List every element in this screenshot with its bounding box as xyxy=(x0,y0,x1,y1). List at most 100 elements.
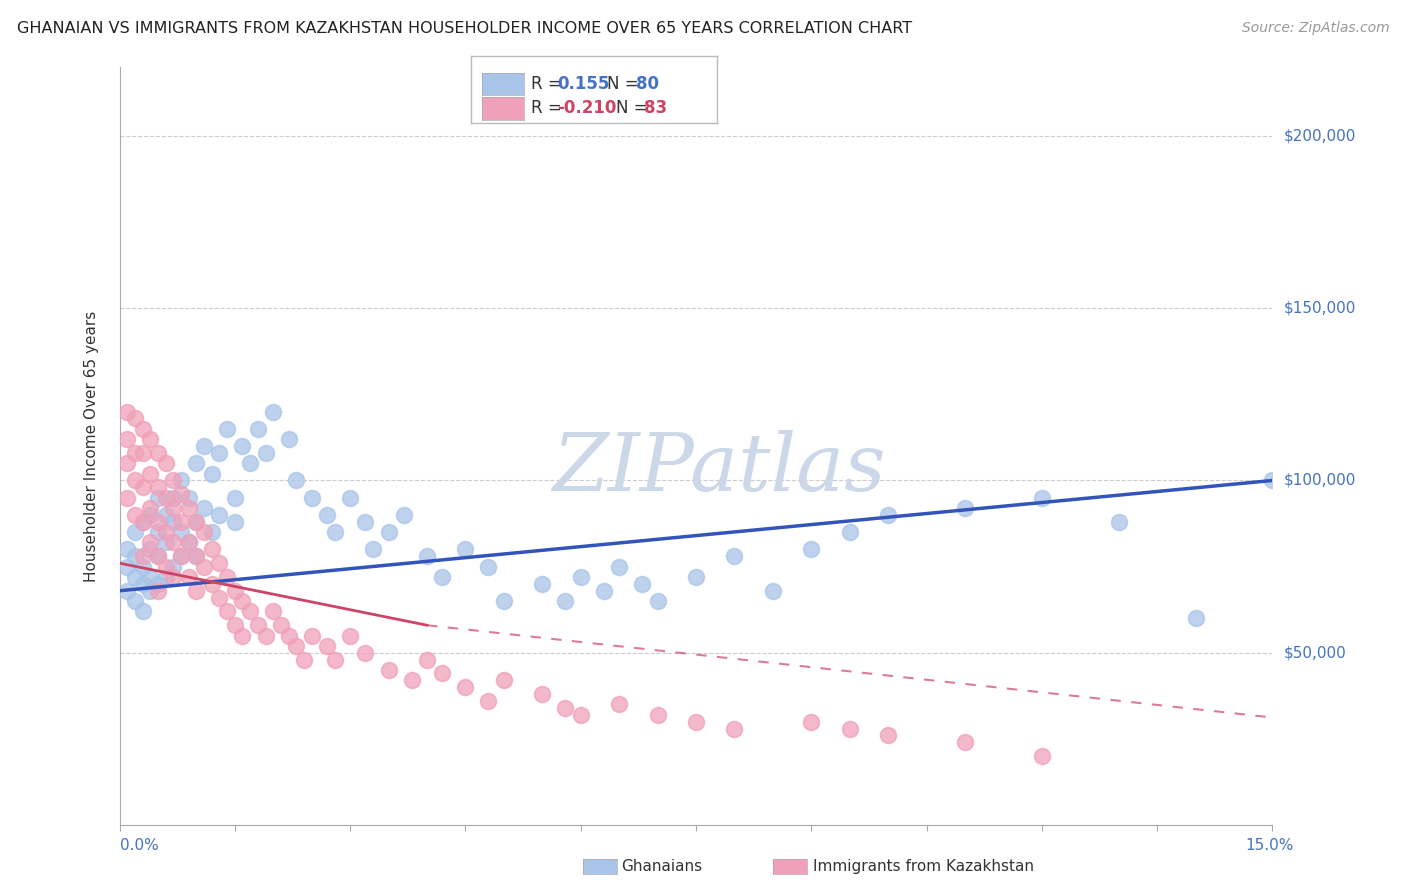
Point xyxy=(492,594,515,608)
Point xyxy=(124,525,146,540)
Point xyxy=(270,618,292,632)
Point xyxy=(193,439,215,453)
Point xyxy=(224,583,246,598)
Point xyxy=(186,515,208,529)
Point xyxy=(224,618,246,632)
Point xyxy=(323,653,346,667)
Point xyxy=(231,439,253,453)
Point xyxy=(131,515,153,529)
Point xyxy=(139,583,162,598)
Point xyxy=(170,549,193,564)
Point xyxy=(531,687,554,701)
Point xyxy=(454,680,477,694)
Point xyxy=(139,432,162,446)
Point xyxy=(146,577,169,591)
Point xyxy=(416,653,439,667)
Point xyxy=(262,604,284,618)
Point xyxy=(224,491,246,505)
Point xyxy=(177,501,200,516)
Point xyxy=(377,663,399,677)
Text: 80: 80 xyxy=(636,75,658,93)
Point xyxy=(131,549,153,564)
Point xyxy=(186,515,208,529)
Point xyxy=(124,474,146,488)
Point xyxy=(139,508,162,522)
Point xyxy=(155,456,177,470)
Text: ZIPatlas: ZIPatlas xyxy=(553,430,886,508)
Point xyxy=(186,456,208,470)
Point xyxy=(162,501,184,516)
Point xyxy=(155,535,177,549)
Point xyxy=(155,525,177,540)
Point xyxy=(224,515,246,529)
Point xyxy=(208,508,231,522)
Text: $200,000: $200,000 xyxy=(1284,128,1355,144)
Point xyxy=(146,549,169,564)
Text: Immigrants from Kazakhstan: Immigrants from Kazakhstan xyxy=(813,859,1033,873)
Point xyxy=(146,480,169,494)
Text: R =: R = xyxy=(531,99,568,117)
Text: $50,000: $50,000 xyxy=(1284,645,1347,660)
Point xyxy=(685,570,707,584)
Point xyxy=(685,714,707,729)
Point xyxy=(146,549,169,564)
Text: -0.210: -0.210 xyxy=(557,99,616,117)
Point xyxy=(607,698,630,712)
Point xyxy=(392,508,415,522)
Point xyxy=(155,508,177,522)
Point xyxy=(170,474,193,488)
Point xyxy=(262,404,284,418)
Point xyxy=(316,639,339,653)
Text: N =: N = xyxy=(607,75,644,93)
Point xyxy=(477,694,499,708)
Point xyxy=(115,456,138,470)
Point xyxy=(231,628,253,642)
Point xyxy=(432,570,454,584)
Point xyxy=(1261,474,1284,488)
Point xyxy=(170,549,193,564)
Point xyxy=(569,570,592,584)
Point xyxy=(323,525,346,540)
Point xyxy=(155,559,177,574)
Text: 15.0%: 15.0% xyxy=(1246,838,1294,853)
Point xyxy=(131,604,153,618)
Point xyxy=(146,446,169,460)
Point xyxy=(1031,749,1053,764)
Text: Source: ZipAtlas.com: Source: ZipAtlas.com xyxy=(1241,21,1389,35)
Point xyxy=(239,456,262,470)
Text: GHANAIAN VS IMMIGRANTS FROM KAZAKHSTAN HOUSEHOLDER INCOME OVER 65 YEARS CORRELAT: GHANAIAN VS IMMIGRANTS FROM KAZAKHSTAN H… xyxy=(17,21,912,36)
Point xyxy=(647,707,669,722)
Point xyxy=(193,501,215,516)
Point xyxy=(170,525,193,540)
Point xyxy=(1184,611,1206,625)
Point xyxy=(339,628,361,642)
Point xyxy=(146,491,169,505)
Point xyxy=(217,604,239,618)
Point xyxy=(139,542,162,557)
Point xyxy=(115,404,138,418)
Point xyxy=(162,474,184,488)
Text: N =: N = xyxy=(616,99,652,117)
Point xyxy=(246,618,269,632)
Point xyxy=(361,542,384,557)
Point xyxy=(354,646,377,660)
Text: $100,000: $100,000 xyxy=(1284,473,1355,488)
Point xyxy=(139,570,162,584)
Point xyxy=(146,525,169,540)
Point xyxy=(254,628,277,642)
Point xyxy=(208,446,231,460)
Point xyxy=(162,535,184,549)
Point xyxy=(115,583,138,598)
Point xyxy=(177,570,200,584)
Point xyxy=(186,583,208,598)
Point xyxy=(208,591,231,605)
Point xyxy=(217,422,239,436)
Point xyxy=(432,666,454,681)
Point xyxy=(131,480,153,494)
Point xyxy=(131,559,153,574)
Point xyxy=(162,559,184,574)
Point xyxy=(569,707,592,722)
Point xyxy=(354,515,377,529)
Text: 0.0%: 0.0% xyxy=(120,838,159,853)
Point xyxy=(162,570,184,584)
